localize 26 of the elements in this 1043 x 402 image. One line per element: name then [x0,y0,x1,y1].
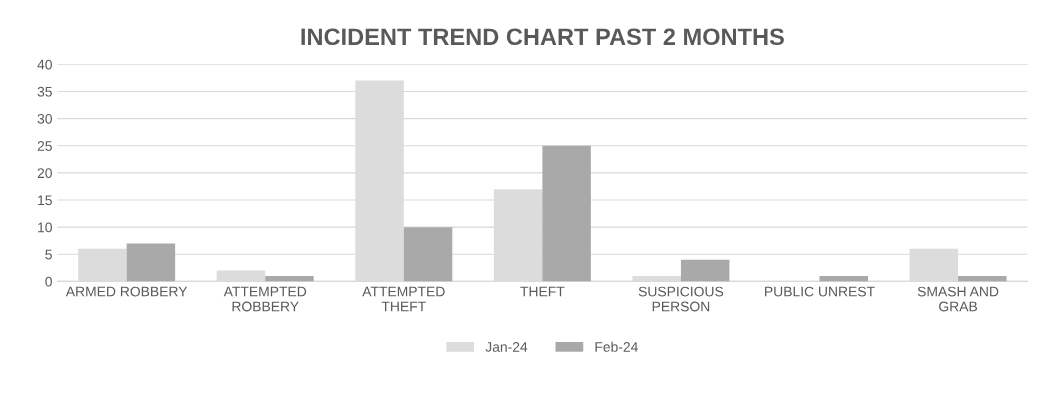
x-tick-label: ATTEMPTED ROBBERY [223,286,307,312]
y-tick-label: 40 [37,59,52,70]
bar [680,259,730,282]
x-tick-label: THEFT [520,286,565,297]
y-tick-label: 10 [38,222,52,233]
x-tick-label: ARMED ROBBERY [65,286,188,297]
y-tick-label: 5 [45,249,52,260]
y-tick-label: 35 [37,86,52,97]
bar [403,227,453,282]
x-tick-label: SUSPICIOUS PERSON [638,286,724,312]
bar [265,275,314,282]
bar [958,275,1007,282]
y-tick-label: 20 [37,168,52,179]
bar [126,243,176,282]
x-tick-label: ATTEMPTED THEFT [362,286,445,312]
bar [819,275,868,282]
y-tick-label: 25 [37,141,52,151]
x-tick-label: SMASH AND GRAB [917,286,999,312]
y-tick-label: 15 [38,195,52,206]
chart-title: INCIDENT TREND CHART PAST 2 MONTHS [301,28,784,46]
x-tick-label: PUBLIC UNREST [765,286,875,297]
legend-label: Jan-24 [485,342,528,352]
y-tick-label: 30 [37,113,52,124]
bar [542,145,591,282]
y-tick-label: 0 [45,276,52,287]
legend-label: Feb-24 [595,341,638,352]
